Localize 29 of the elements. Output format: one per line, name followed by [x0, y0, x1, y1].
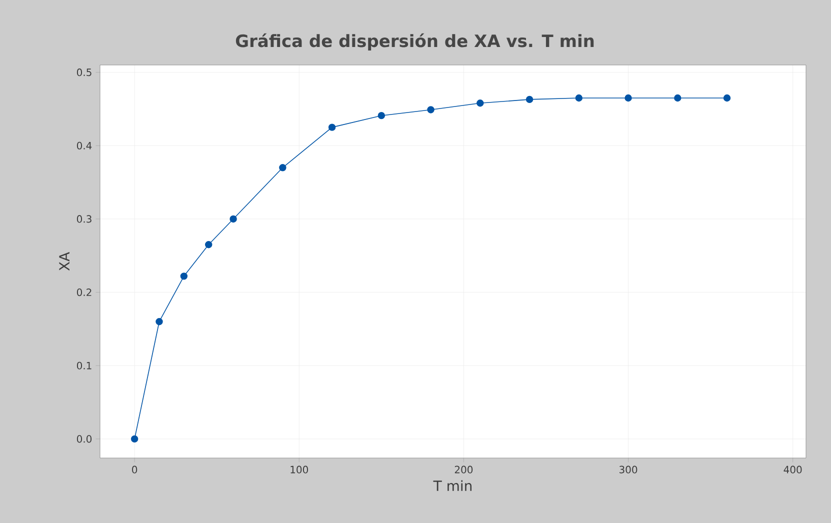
- x-tick-label: 400: [784, 466, 802, 474]
- y-tick-label: 0.3: [76, 215, 92, 223]
- chart-title: Gráfica de dispersión de XA vs. T min: [236, 33, 594, 51]
- y-tick-label: 0.1: [76, 362, 92, 370]
- point: [230, 215, 237, 223]
- point: [180, 272, 188, 280]
- point: [476, 100, 484, 107]
- point: [279, 164, 286, 172]
- x-tick-label: 200: [454, 466, 473, 474]
- y-tick-label: 0.2: [76, 288, 92, 296]
- y-axis-title: XA: [59, 252, 70, 271]
- y-tick-label: 0.4: [76, 142, 92, 150]
- point: [427, 106, 434, 114]
- point: [378, 112, 386, 120]
- y-tick-label: 0.0: [76, 435, 92, 443]
- x-tick-label: 300: [619, 466, 638, 474]
- point: [526, 96, 534, 104]
- point: [205, 241, 212, 248]
- point: [723, 94, 731, 102]
- y-tick-label: 0.5: [76, 68, 92, 76]
- x-tick-label: 0: [132, 466, 138, 474]
- point: [130, 435, 138, 443]
- point: [674, 94, 682, 102]
- point: [624, 94, 632, 102]
- point: [328, 124, 336, 131]
- point: [575, 94, 582, 102]
- x-tick-label: 100: [290, 466, 308, 474]
- point: [156, 318, 163, 326]
- x-axis-title: T min: [433, 480, 472, 491]
